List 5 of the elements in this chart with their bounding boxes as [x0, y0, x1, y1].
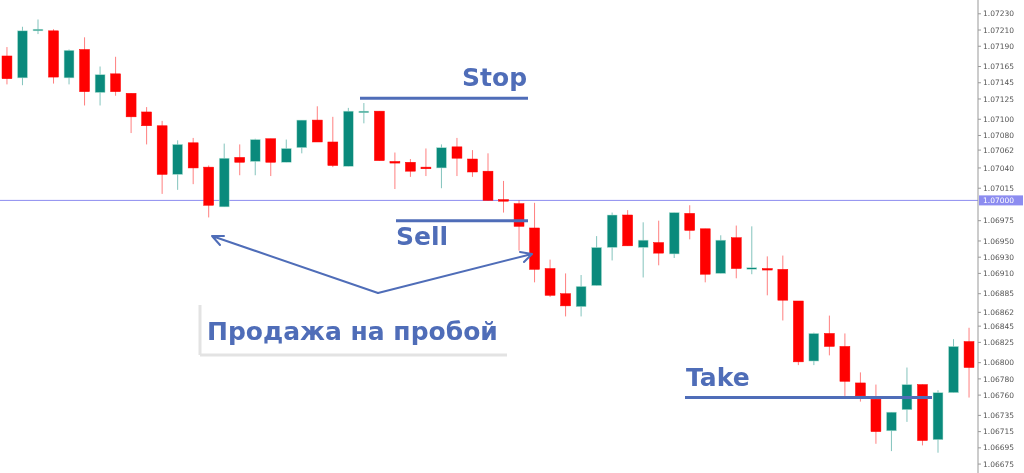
candlestick	[32, 18, 44, 35]
annotation: Продажа на пробой	[207, 317, 498, 346]
ref-line-label: Stop	[462, 63, 528, 93]
ref-line-label: Sell	[396, 221, 449, 251]
ref-line-label: Take	[686, 362, 750, 392]
